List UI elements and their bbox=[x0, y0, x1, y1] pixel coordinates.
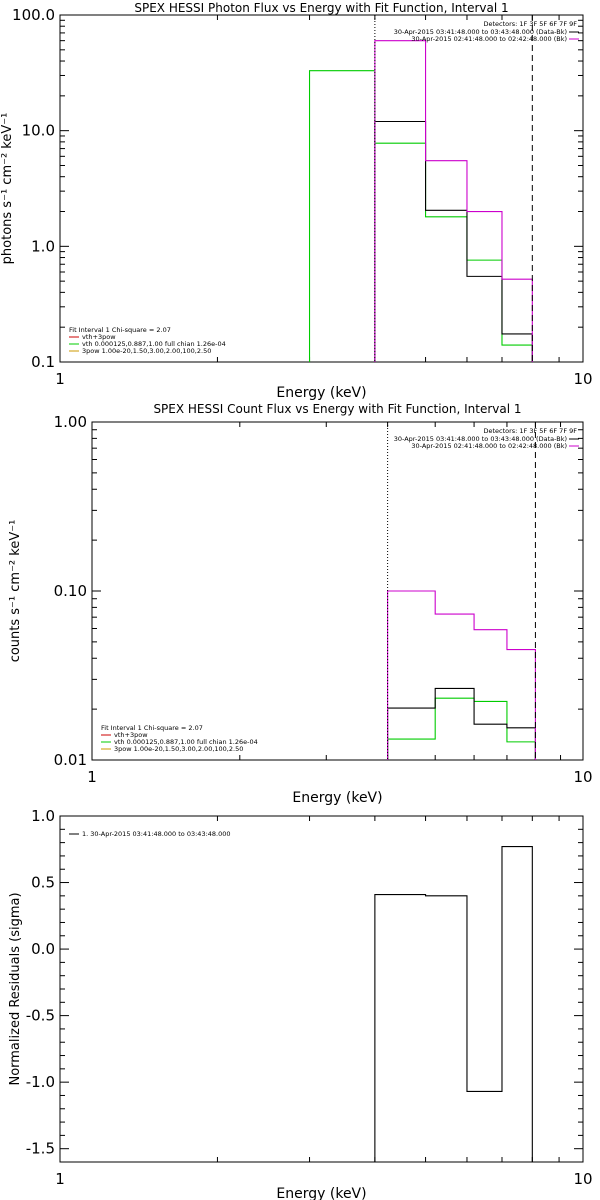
y-tick-label: 0.0 bbox=[31, 940, 55, 958]
x-tick-label: 1 bbox=[55, 1170, 65, 1188]
y-tick-label: 0.01 bbox=[54, 751, 87, 769]
legend-entry: 30-Apr-2015 03:41:48.000 to 03:43:48.000… bbox=[394, 28, 567, 36]
y-tick-label: -1.0 bbox=[26, 1073, 55, 1091]
legend-entry: 30-Apr-2015 02:41:48.000 to 02:42:48.000… bbox=[411, 35, 567, 43]
legend-entry: vth+3pow bbox=[114, 731, 148, 739]
x-tick-label: 10 bbox=[573, 768, 592, 786]
chart-panel-3: Energy (keV) Normalized Residuals (sigma)… bbox=[8, 807, 593, 1200]
legend-entry: 30-Apr-2015 02:41:48.000 to 02:42:48.000… bbox=[411, 442, 567, 450]
y-tick-label: 0.10 bbox=[54, 582, 87, 600]
series-group bbox=[374, 846, 533, 1162]
series-1-line bbox=[308, 70, 533, 362]
x-axis-label: Energy (keV) bbox=[276, 385, 366, 401]
y-tick-label: -0.5 bbox=[26, 1007, 55, 1025]
plot-frame bbox=[91, 421, 584, 761]
series-group bbox=[387, 590, 536, 760]
series-3-line bbox=[387, 590, 536, 760]
y-tick-label: 0.1 bbox=[31, 353, 55, 371]
chart-title: SPEX HESSI Photon Flux vs Energy with Fi… bbox=[134, 1, 508, 15]
y-axis-label: photons s⁻¹ cm⁻² keV⁻¹ bbox=[0, 113, 15, 265]
plot-frame bbox=[59, 14, 584, 363]
legend-entry: 3pow 1.00e-20,1.50,3.00,2.00,100,2.50 bbox=[114, 745, 243, 753]
legend-header: Detectors: 1F 3F 5F 6F 7F 9F bbox=[483, 427, 577, 435]
chart-panel-1: SPEX HESSI Photon Flux vs Energy with Fi… bbox=[0, 1, 593, 401]
y-tick-label: 1.00 bbox=[54, 413, 87, 431]
y-axis-label: Normalized Residuals (sigma) bbox=[8, 892, 23, 1085]
series-2-line bbox=[374, 120, 533, 362]
series-3-line bbox=[374, 40, 533, 362]
series-1-line bbox=[374, 846, 533, 1162]
plot-frame bbox=[59, 815, 584, 1163]
series-2-line bbox=[387, 687, 536, 760]
series-group bbox=[308, 40, 533, 362]
x-tick-label: 10 bbox=[573, 1170, 592, 1188]
y-tick-label: 100.0 bbox=[12, 6, 55, 24]
chart-title: SPEX HESSI Count Flux vs Energy with Fit… bbox=[153, 402, 521, 416]
y-axis-label: counts s⁻¹ cm⁻² keV⁻¹ bbox=[8, 520, 23, 663]
y-tick-label: 1.0 bbox=[31, 237, 55, 255]
x-tick-label: 1 bbox=[87, 768, 97, 786]
legend-entry: vth 0.000125,0.887,1.00 full chian 1.26e… bbox=[82, 340, 226, 348]
y-tick-label: -1.5 bbox=[26, 1140, 55, 1158]
legend-entry: 3pow 1.00e-20,1.50,3.00,2.00,100,2.50 bbox=[82, 347, 211, 355]
y-tick-label: 10.0 bbox=[22, 122, 55, 140]
x-tick-label: 10 bbox=[573, 370, 592, 388]
fit-legend-header: Fit Interval 1 Chi-square = 2.07 bbox=[101, 724, 203, 732]
y-tick-label: 1.0 bbox=[31, 807, 55, 825]
legend-entry: vth 0.000125,0.887,1.00 full chian 1.26e… bbox=[114, 738, 258, 746]
fit-legend-header: Fit Interval 1 Chi-square = 2.07 bbox=[69, 326, 171, 334]
legend-entry: vth+3pow bbox=[82, 333, 116, 341]
chart-panel-2: SPEX HESSI Count Flux vs Energy with Fit… bbox=[8, 402, 593, 806]
legend-header: Detectors: 1F 3F 5F 6F 7F 9F bbox=[483, 20, 577, 28]
legend-entry: 1. 30-Apr-2015 03:41:48.000 to 03:43:48.… bbox=[82, 830, 231, 838]
x-axis-label: Energy (keV) bbox=[276, 1186, 366, 1200]
x-tick-label: 1 bbox=[55, 370, 65, 388]
legend-entry: 30-Apr-2015 03:41:48.000 to 03:43:48.000… bbox=[394, 435, 567, 443]
x-axis-label: Energy (keV) bbox=[292, 790, 382, 806]
y-tick-label: 0.5 bbox=[31, 874, 55, 892]
